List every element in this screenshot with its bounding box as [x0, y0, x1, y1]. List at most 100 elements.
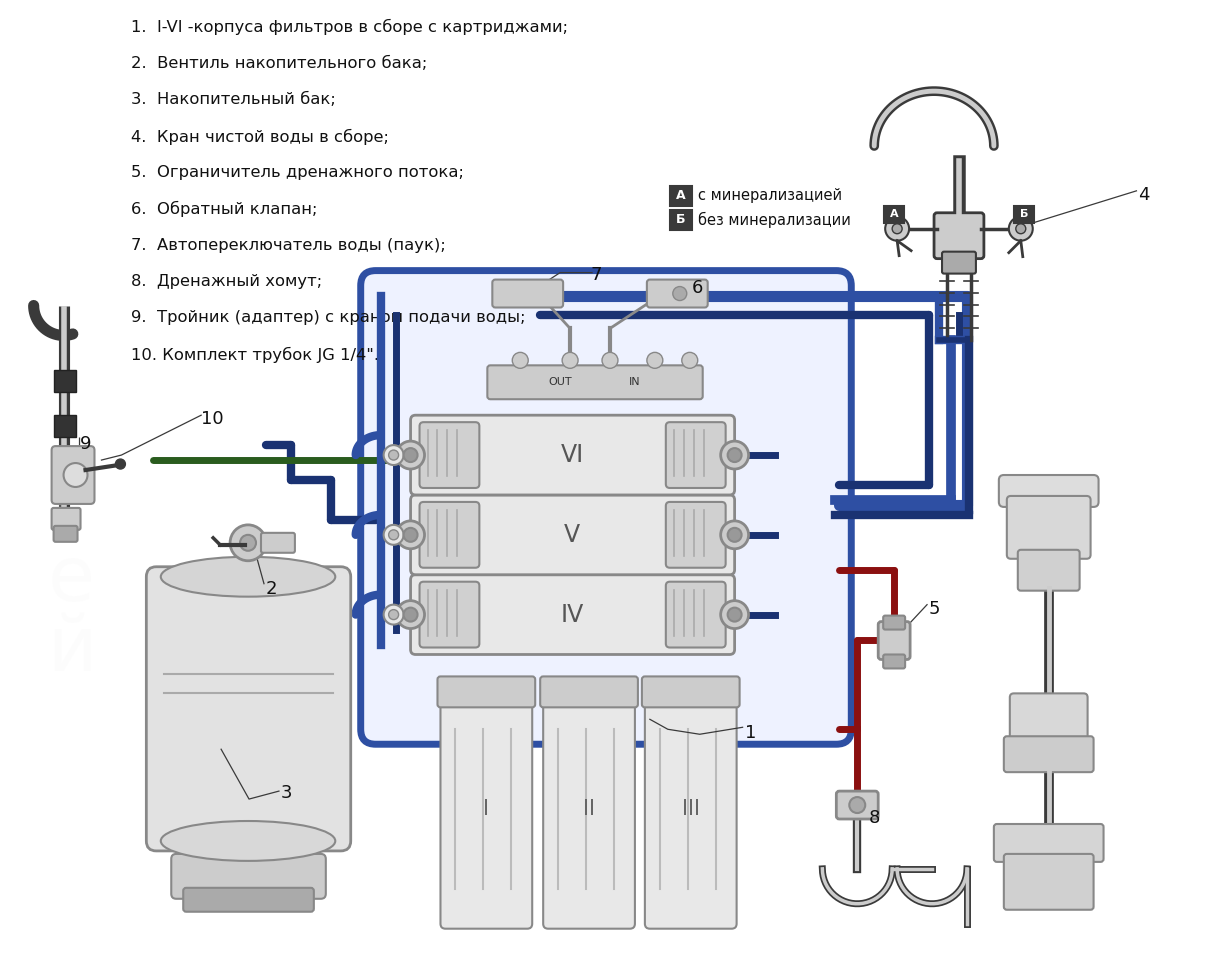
Circle shape — [721, 600, 749, 628]
Bar — [236, 554, 260, 576]
Text: Б: Б — [1020, 209, 1028, 219]
FancyBboxPatch shape — [411, 495, 734, 574]
FancyBboxPatch shape — [419, 422, 480, 488]
Circle shape — [727, 527, 742, 542]
FancyBboxPatch shape — [493, 280, 563, 308]
Text: Г: Г — [48, 463, 95, 537]
FancyBboxPatch shape — [261, 533, 295, 552]
Circle shape — [403, 608, 418, 621]
FancyBboxPatch shape — [1004, 737, 1093, 772]
Text: 3.  Накопительный бак;: 3. Накопительный бак; — [132, 92, 336, 107]
Text: III: III — [681, 799, 699, 819]
Bar — [669, 210, 692, 230]
FancyBboxPatch shape — [646, 280, 708, 308]
Text: VI: VI — [561, 443, 583, 467]
Bar — [53, 370, 76, 392]
Circle shape — [727, 608, 742, 621]
Text: 4: 4 — [1138, 186, 1150, 204]
Circle shape — [403, 448, 418, 462]
FancyBboxPatch shape — [52, 508, 81, 530]
Text: А: А — [676, 189, 686, 202]
Text: IV: IV — [561, 602, 583, 626]
FancyBboxPatch shape — [942, 251, 976, 273]
Circle shape — [562, 352, 579, 368]
FancyBboxPatch shape — [184, 888, 314, 912]
FancyBboxPatch shape — [53, 526, 77, 542]
FancyBboxPatch shape — [641, 676, 739, 708]
FancyBboxPatch shape — [666, 582, 726, 647]
FancyBboxPatch shape — [411, 415, 734, 495]
FancyBboxPatch shape — [419, 582, 480, 647]
FancyBboxPatch shape — [1004, 854, 1093, 910]
Circle shape — [384, 604, 403, 624]
Circle shape — [384, 525, 403, 545]
Circle shape — [396, 441, 424, 469]
Circle shape — [403, 527, 418, 542]
Circle shape — [1009, 217, 1033, 241]
Circle shape — [389, 450, 399, 460]
FancyBboxPatch shape — [437, 676, 535, 708]
Text: с минерализацией: с минерализацией — [698, 188, 842, 203]
FancyBboxPatch shape — [441, 690, 533, 928]
FancyBboxPatch shape — [172, 854, 326, 899]
FancyBboxPatch shape — [487, 365, 703, 399]
Circle shape — [64, 463, 87, 487]
Ellipse shape — [161, 557, 336, 596]
Bar — [1014, 206, 1034, 222]
Text: 6: 6 — [692, 278, 703, 296]
FancyBboxPatch shape — [878, 621, 910, 660]
FancyBboxPatch shape — [883, 654, 905, 668]
Text: 7.  Автопереключатель воды (паук);: 7. Автопереключатель воды (паук); — [132, 238, 446, 253]
Bar — [53, 415, 76, 437]
Text: без минерализации: без минерализации — [698, 212, 850, 228]
Circle shape — [230, 525, 266, 561]
Text: 9: 9 — [80, 435, 91, 454]
Text: IN: IN — [629, 377, 640, 387]
FancyBboxPatch shape — [540, 676, 638, 708]
FancyBboxPatch shape — [361, 270, 852, 744]
Text: 1: 1 — [744, 724, 756, 742]
Circle shape — [893, 223, 902, 234]
FancyBboxPatch shape — [1010, 693, 1087, 746]
FancyBboxPatch shape — [666, 502, 726, 568]
Text: Б: Б — [676, 213, 685, 226]
Text: 2.  Вентиль накопительного бака;: 2. Вентиль накопительного бака; — [132, 56, 428, 71]
FancyBboxPatch shape — [146, 567, 350, 851]
Circle shape — [389, 530, 399, 540]
Text: 8.  Дренажный хомут;: 8. Дренажный хомут; — [132, 274, 323, 289]
Circle shape — [721, 521, 749, 549]
Bar — [884, 206, 904, 222]
Circle shape — [727, 448, 742, 462]
Circle shape — [721, 441, 749, 469]
Text: 2: 2 — [266, 579, 278, 597]
FancyBboxPatch shape — [544, 690, 635, 928]
Circle shape — [396, 521, 424, 549]
Text: I: I — [483, 799, 489, 819]
Circle shape — [116, 459, 126, 469]
Text: й: й — [47, 613, 97, 687]
FancyBboxPatch shape — [419, 502, 480, 568]
FancyBboxPatch shape — [645, 690, 737, 928]
FancyBboxPatch shape — [1018, 550, 1080, 591]
FancyBboxPatch shape — [666, 422, 726, 488]
Circle shape — [1016, 223, 1026, 234]
Circle shape — [389, 610, 399, 620]
Circle shape — [849, 797, 865, 813]
Text: OUT: OUT — [548, 377, 571, 387]
Circle shape — [681, 352, 698, 368]
Circle shape — [384, 445, 403, 465]
Circle shape — [646, 352, 663, 368]
FancyBboxPatch shape — [999, 475, 1098, 507]
Text: А: А — [890, 209, 899, 219]
Circle shape — [673, 287, 687, 300]
FancyBboxPatch shape — [836, 791, 878, 819]
Text: е: е — [48, 543, 95, 617]
FancyBboxPatch shape — [52, 446, 94, 503]
FancyBboxPatch shape — [994, 824, 1104, 862]
Text: II: II — [583, 799, 596, 819]
Circle shape — [396, 600, 424, 628]
Text: 1.  I-VI ‑корпуса фильтров в сборе с картриджами;: 1. I-VI ‑корпуса фильтров в сборе с карт… — [132, 19, 569, 35]
FancyBboxPatch shape — [1006, 496, 1091, 559]
Text: 4.  Кран чистой воды в сборе;: 4. Кран чистой воды в сборе; — [132, 129, 389, 145]
Text: 9.  Тройник (адаптер) с краном подачи воды;: 9. Тройник (адаптер) с краном подачи вод… — [132, 311, 525, 325]
